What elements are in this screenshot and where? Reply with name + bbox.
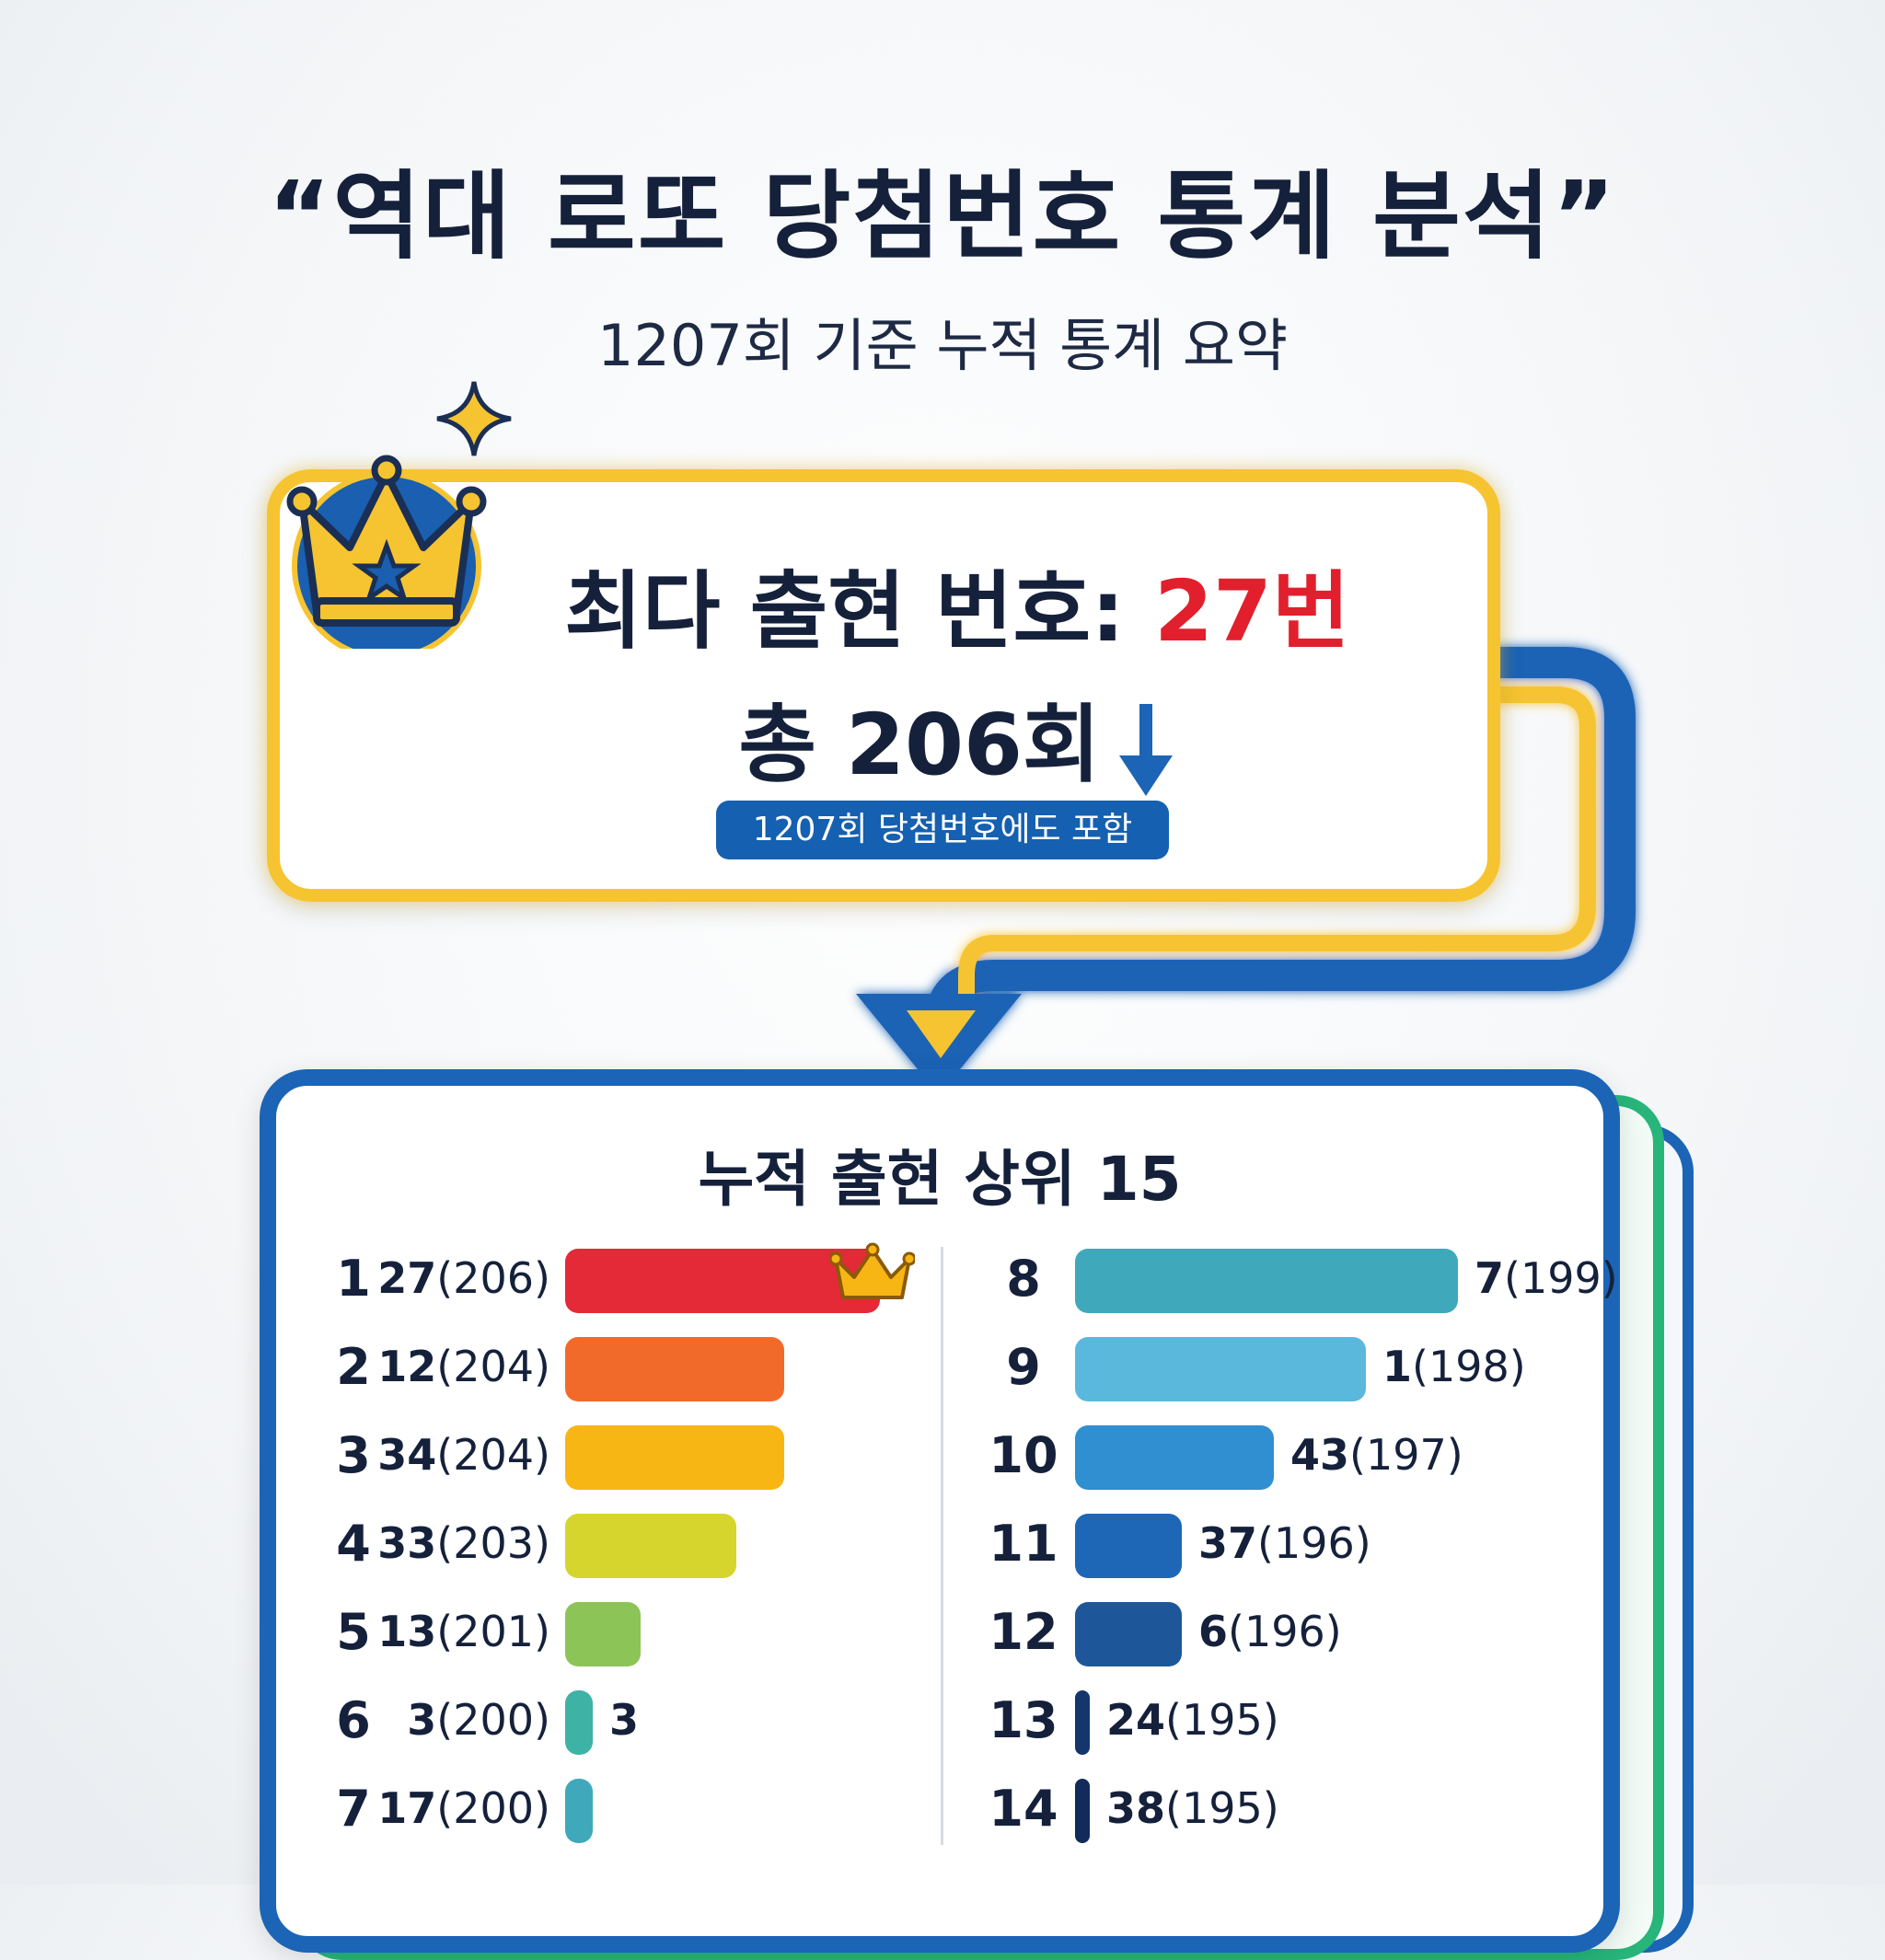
bar-8 (1075, 1249, 1458, 1313)
top15-chart-card (260, 1069, 1620, 1953)
bar-count: (201) (436, 1607, 550, 1656)
bar-number: 13 (377, 1607, 437, 1656)
bar-13 (1075, 1690, 1090, 1755)
bar-count: (198) (1412, 1342, 1526, 1391)
total-count-value: 총 206회 (738, 696, 1101, 794)
page-title: “역대 로또 당첨번호 통계 분석” (268, 160, 1617, 272)
bar-number: 1 (1382, 1342, 1413, 1391)
bar-number: 37 (1198, 1518, 1258, 1568)
crown-badge-icon (286, 455, 487, 649)
bar-count: (196) (1257, 1518, 1371, 1568)
bar-count: (199) (1504, 1253, 1618, 1303)
bar-number: 24 (1106, 1695, 1166, 1745)
bar-7 (565, 1779, 593, 1843)
rank-5: 5 (336, 1603, 371, 1661)
bar-3 (565, 1425, 784, 1490)
bar-number: 17 (377, 1783, 437, 1833)
chart-title: 누적 출현 상위 15 (698, 1144, 1182, 1215)
rank-7: 7 (336, 1780, 371, 1838)
bar-14 (1075, 1779, 1090, 1843)
bar-number: 33 (377, 1518, 437, 1568)
bar-count: (204) (436, 1342, 550, 1391)
bar-label-1: 27(206) (377, 1253, 550, 1303)
rank-2: 2 (336, 1338, 371, 1396)
rank-14: 14 (989, 1780, 1058, 1838)
rank-13: 13 (989, 1691, 1058, 1749)
page-subtitle: 1207회 기준 누적 통계 요약 (597, 312, 1288, 379)
rank-11: 11 (989, 1515, 1058, 1573)
bar-number: 3 (407, 1695, 437, 1745)
bar-extra-label: 3 (609, 1695, 640, 1745)
bar-label-7: 17(200) (377, 1783, 550, 1833)
bar-10 (1075, 1425, 1274, 1490)
bar-count: (203) (436, 1518, 550, 1568)
bar-label-13: 24(195) (1106, 1695, 1279, 1745)
bar-number: 6 (1198, 1607, 1229, 1656)
bar-1 (565, 1249, 880, 1313)
included-badge: 1207회 당첨번호에도 포함 (716, 801, 1169, 859)
arrow-down-icon (1118, 703, 1173, 796)
rank-3: 3 (336, 1426, 371, 1484)
bar-label-14: 38(195) (1106, 1783, 1279, 1833)
bar-count: (195) (1165, 1783, 1279, 1833)
bar-12 (1075, 1602, 1182, 1666)
bar-9 (1075, 1337, 1366, 1401)
bar-label-8: 7(199) (1474, 1253, 1618, 1303)
first-place-crown-icon (830, 1242, 915, 1299)
flow-connector-arrow (856, 647, 1636, 1095)
bar-label-5: 13(201) (377, 1607, 550, 1656)
bar-number: 38 (1106, 1783, 1166, 1833)
rank-1: 1 (336, 1250, 371, 1308)
bar-number: 27 (377, 1253, 437, 1303)
bar-label-3: 34(204) (377, 1430, 550, 1480)
sparkle-icon (436, 381, 512, 456)
bar-number: 34 (377, 1430, 437, 1480)
bar-count: (200) (436, 1783, 550, 1833)
bar-label-10: 43(197) (1290, 1430, 1463, 1480)
bar-number: 7 (1474, 1253, 1505, 1303)
bar-count: (197) (1349, 1430, 1463, 1480)
bar-count: (196) (1228, 1607, 1342, 1656)
rank-8: 8 (1006, 1250, 1041, 1308)
rank-9: 9 (1006, 1338, 1041, 1396)
bar-count: (206) (436, 1253, 550, 1303)
bar-label-12: 6(196) (1198, 1607, 1342, 1656)
rank-6: 6 (336, 1691, 371, 1749)
bar-4 (565, 1514, 736, 1578)
bar-number: 43 (1290, 1430, 1350, 1480)
bar-label-2: 12(204) (377, 1342, 550, 1391)
bar-label-6: 3(200) (407, 1695, 550, 1745)
bar-count: (204) (436, 1430, 550, 1480)
column-divider (941, 1247, 943, 1845)
bar-label-4: 33(203) (377, 1518, 550, 1568)
bar-count: (200) (436, 1695, 550, 1745)
bar-6 (565, 1690, 593, 1755)
rank-4: 4 (336, 1515, 371, 1573)
bar-label-11: 37(196) (1198, 1518, 1371, 1568)
bar-label-9: 1(198) (1382, 1342, 1526, 1391)
most-frequent-label: 최다 출현 번호: (564, 562, 1155, 661)
most-frequent-number-line: 최다 출현 번호: 27번 (515, 543, 1399, 665)
bar-11 (1075, 1514, 1182, 1578)
bar-2 (565, 1337, 784, 1401)
bar-count: (195) (1165, 1695, 1279, 1745)
bar-number: 12 (377, 1342, 437, 1391)
total-count-line: 총 206회 (515, 676, 1399, 801)
rank-12: 12 (989, 1603, 1058, 1661)
bar-5 (565, 1602, 641, 1666)
rank-10: 10 (989, 1426, 1058, 1484)
most-frequent-value: 27번 (1154, 562, 1350, 661)
